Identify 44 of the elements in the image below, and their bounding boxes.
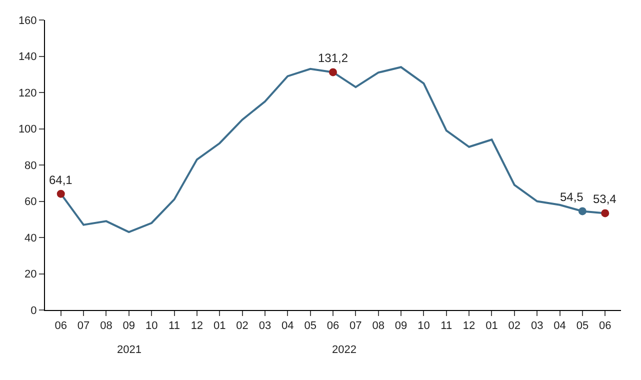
point — [56, 190, 65, 198]
data-label: 54,5 — [560, 190, 584, 204]
data-label: 131,2 — [318, 51, 348, 65]
text: 2021 — [117, 344, 142, 356]
data-label: 53,4 — [593, 192, 617, 206]
x-tick-label: 01 — [486, 320, 498, 332]
x-tick-label: 08 — [100, 320, 112, 332]
x-tick-label: 06 — [326, 320, 340, 332]
x-tick-label: 02 — [236, 320, 248, 332]
x-tick-label: 08 — [372, 320, 384, 332]
x-tick-label: 12 — [190, 320, 204, 332]
point — [601, 209, 610, 218]
x-tick-label: 07 — [77, 320, 90, 332]
x-tick-label: 06 — [54, 320, 67, 332]
x-tick-label: 07 — [350, 320, 362, 332]
point — [329, 68, 337, 76]
x-tick-label: 06 — [599, 320, 612, 332]
x-tick-label: 05 — [576, 320, 589, 332]
y-tick-label: 40 — [24, 232, 37, 244]
y-tick-label: 100 — [18, 124, 37, 136]
x-tick-label: 03 — [258, 320, 272, 332]
y-tick-label: 120 — [18, 87, 37, 100]
y-tick-label: 140 — [18, 51, 37, 64]
point — [578, 207, 586, 216]
x-tick-label: 11 — [440, 320, 452, 332]
x-tick-label: 04 — [554, 320, 566, 332]
y-tick-label: 80 — [24, 160, 37, 172]
text: 2022 — [332, 344, 356, 356]
x-tick-label: 10 — [145, 320, 158, 332]
x-tick-label: 12 — [462, 320, 476, 332]
x-tick-label: 02 — [508, 320, 521, 332]
x-tick-label: 10 — [418, 320, 430, 332]
x-tick-label: 09 — [122, 320, 136, 332]
y-tick-label: 160 — [18, 14, 37, 27]
x-tick-label: 03 — [530, 320, 544, 332]
y-tick-label: 0 — [30, 304, 37, 317]
x-tick-label: 01 — [213, 320, 226, 332]
y-tick-label: 20 — [24, 268, 37, 281]
x-tick-label: 04 — [282, 320, 294, 332]
x-tick-label: 05 — [304, 320, 316, 332]
x-tick-label: 11 — [168, 320, 180, 332]
x-tick-label: 09 — [394, 320, 408, 332]
data-label: 64,1 — [49, 173, 73, 187]
y-tick-label: 60 — [24, 196, 37, 208]
